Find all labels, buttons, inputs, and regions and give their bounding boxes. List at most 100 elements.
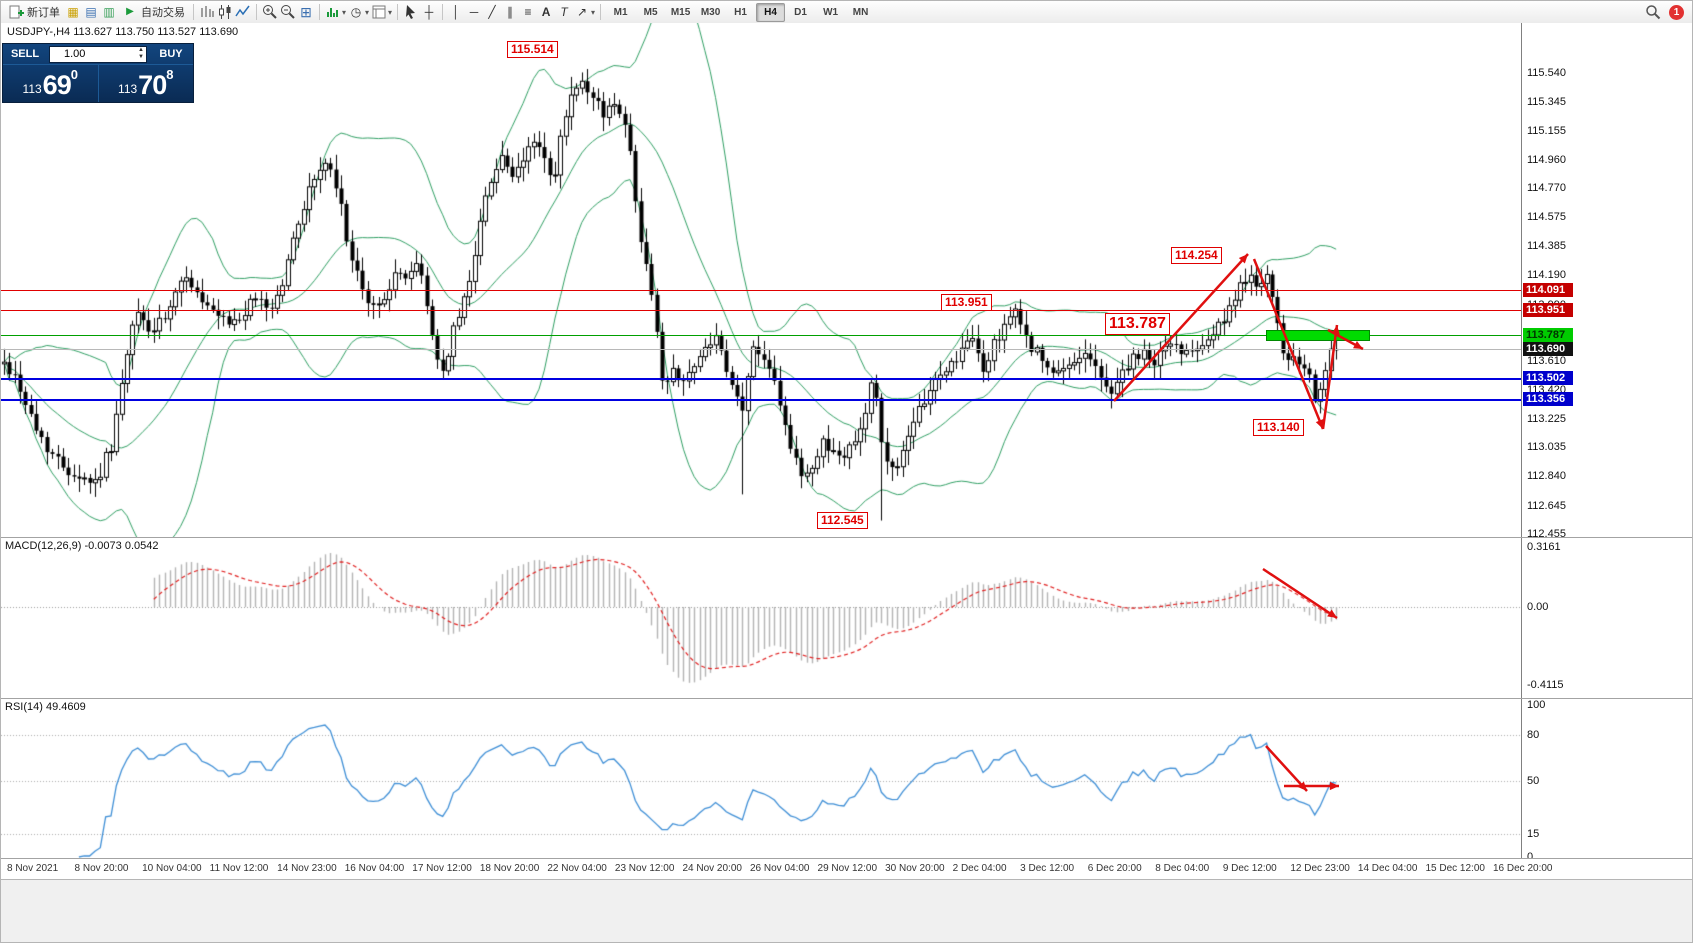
price-badge: 113.951 [1523, 303, 1573, 318]
price-tick: 112.645 [1527, 499, 1566, 512]
text-tool-icon[interactable]: A [541, 5, 551, 19]
channel-tool-icon[interactable]: ∥ [507, 5, 514, 19]
tile-windows-icon[interactable]: ⊞ [300, 4, 312, 20]
macd-canvas[interactable] [1, 538, 1521, 699]
zoom-out-icon[interactable] [280, 4, 296, 20]
rsi-canvas[interactable] [1, 699, 1521, 859]
time-label: 16 Nov 04:00 [344, 863, 405, 874]
crosshair-icon[interactable]: ┼ [424, 5, 434, 19]
hline-113.787[interactable] [1, 335, 1521, 336]
toolbar-separator [442, 4, 444, 20]
price-tick: 115.345 [1527, 96, 1566, 109]
line-chart-icon[interactable] [235, 4, 251, 20]
chart-price-label[interactable]: 113.951 [941, 294, 992, 311]
notification-badge[interactable]: 1 [1669, 4, 1684, 20]
toolbar-separator [193, 4, 194, 20]
new-order-icon [9, 5, 24, 19]
cursor-icon[interactable] [403, 4, 419, 20]
hline-113.951[interactable] [1, 310, 1521, 311]
indicators-dropdown-icon[interactable]: ▾ [342, 7, 347, 17]
sell-button[interactable]: SELL [10, 48, 40, 60]
time-label: 3 Dec 12:00 [1020, 863, 1075, 874]
rsi-axis[interactable]: 100 80 50 15 0 [1521, 699, 1692, 863]
new-order-button[interactable]: 新订单 [5, 3, 63, 21]
volume-spinner[interactable]: ▲ ▼ [138, 46, 144, 60]
chart-price-label[interactable]: 113.140 [1253, 419, 1304, 436]
new-order-label: 新订单 [27, 7, 60, 19]
hline-113.502[interactable] [1, 378, 1521, 380]
buy-price-button[interactable]: 113 70 8 [99, 65, 194, 102]
tf-button-H4[interactable]: H4 [756, 2, 786, 22]
price-tick: 113.035 [1527, 441, 1566, 454]
macd-header: MACD(12,26,9) -0.0073 0.0542 [5, 540, 159, 552]
zoom-in-icon[interactable] [262, 4, 278, 20]
price-tick: 113.225 [1527, 412, 1566, 425]
hline-114.091[interactable] [1, 290, 1521, 291]
sell-price-button[interactable]: 113 69 0 [3, 65, 98, 102]
arrows-tool-icon[interactable]: ↗ [577, 5, 588, 19]
bar-chart-icon[interactable] [199, 4, 215, 20]
macd-scale-tick: 0.00 [1527, 601, 1549, 613]
tf-button-W1[interactable]: W1 [823, 6, 839, 18]
chart-price-label[interactable]: 113.787 [1105, 313, 1170, 335]
sell-price-prefix: 113 [22, 82, 42, 96]
vertical-line-tool-icon[interactable]: │ [452, 5, 460, 19]
time-label: 22 Nov 04:00 [547, 863, 607, 874]
time-label: 14 Nov 23:00 [277, 863, 337, 874]
toolbar-separator [256, 4, 257, 20]
indicators-icon[interactable] [325, 4, 341, 20]
periods-dropdown-icon[interactable]: ▾ [365, 7, 370, 17]
tf-button-M30[interactable]: M30 [700, 6, 721, 18]
price-tick: 112.455 [1527, 527, 1566, 540]
time-label: 12 Dec 23:00 [1290, 863, 1350, 874]
text-label-tool-icon[interactable]: T [560, 5, 568, 19]
candlestick-chart-icon[interactable] [217, 4, 233, 20]
macd-axis[interactable]: 0.3161 0.00 -0.4115 [1521, 538, 1692, 699]
price-tick: 115.540 [1527, 66, 1566, 79]
trendline-tool-icon[interactable]: ╱ [488, 5, 496, 19]
price-axis[interactable]: 115.540 115.345 115.155 114.960 114.770 114.5… [1521, 23, 1692, 540]
templates-icon[interactable] [371, 4, 387, 20]
chart-price-label[interactable]: 112.545 [817, 512, 868, 529]
time-label: 14 Dec 04:00 [1357, 863, 1418, 874]
navigator-icon[interactable]: ▥ [103, 5, 115, 19]
horizontal-line-tool-icon[interactable]: ─ [469, 5, 479, 19]
chart-price-label[interactable]: 114.254 [1171, 247, 1222, 264]
toolbar-separator [319, 4, 320, 20]
time-axis[interactable]: 8 Nov 2021 8 Nov 20:00 10 Nov 04:00 11 Nov … [1, 858, 1692, 879]
autotrade-button[interactable]: ▶ 自动交易 [119, 3, 188, 21]
tf-button-H1[interactable]: H1 [734, 6, 747, 18]
fibonacci-tool-icon[interactable]: ≡ [524, 5, 532, 19]
symbol-header: USDJPY-,H4 113.627 113.750 113.527 113.6… [7, 26, 239, 38]
price-tick: 114.190 [1527, 268, 1566, 281]
time-label: 29 Nov 12:00 [817, 863, 878, 874]
toolbar-separator [600, 4, 602, 20]
charts-window-icon[interactable]: ▦ [67, 5, 79, 19]
price-tick: 114.385 [1527, 239, 1566, 252]
tf-button-M15[interactable]: M15 [670, 6, 691, 18]
time-label: 18 Nov 20:00 [479, 863, 540, 874]
macd-scale-tick: 0.3161 [1527, 540, 1561, 553]
tf-button-M5[interactable]: M5 [643, 6, 658, 18]
search-icon[interactable] [1645, 4, 1661, 20]
buy-button[interactable]: BUY [159, 48, 183, 60]
tf-button-M1[interactable]: M1 [613, 6, 628, 18]
green-zone-annotation[interactable] [1266, 330, 1370, 342]
chart-price-label[interactable]: 115.514 [507, 41, 558, 58]
arrows-dropdown-icon[interactable]: ▾ [591, 7, 596, 17]
time-label: 10 Nov 04:00 [142, 863, 202, 874]
time-label: 30 Nov 20:00 [885, 863, 945, 874]
time-label: 2 Dec 04:00 [952, 863, 1007, 874]
tf-button-MN[interactable]: MN [852, 6, 869, 18]
volume-input[interactable]: 1.00 ▲ ▼ [49, 45, 147, 63]
templates-dropdown-icon[interactable]: ▾ [388, 7, 393, 17]
hline-113.356[interactable] [1, 399, 1521, 401]
periods-icon[interactable]: ◷ [350, 5, 362, 19]
tf-button-D1[interactable]: D1 [794, 6, 807, 18]
one-click-trading-panel: SELL 1.00 ▲ ▼ BUY 113 69 0 113 70 8 [2, 43, 194, 103]
data-window-icon[interactable]: ▤ [85, 5, 97, 19]
candlestick-canvas[interactable] [1, 23, 1521, 537]
hline-113.69[interactable] [1, 349, 1521, 350]
price-badge: 114.091 [1523, 282, 1573, 297]
time-label: 15 Dec 12:00 [1425, 863, 1485, 874]
